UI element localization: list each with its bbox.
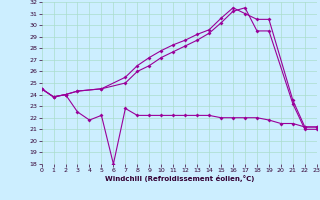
X-axis label: Windchill (Refroidissement éolien,°C): Windchill (Refroidissement éolien,°C) — [105, 175, 254, 182]
